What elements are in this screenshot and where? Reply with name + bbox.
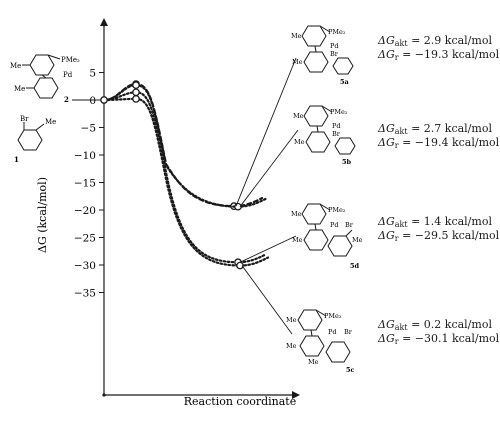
me-text: Me — [352, 236, 363, 244]
y-tick-label: −25 — [74, 233, 96, 245]
leader-5b — [239, 129, 299, 207]
compound-label: 1 — [14, 155, 19, 164]
br-text: Br — [330, 50, 339, 58]
y-tick-label: −20 — [74, 205, 96, 217]
y-tick-label: 0 — [89, 95, 96, 107]
compound-label: 5b — [342, 158, 352, 166]
y-tick-label: −30 — [74, 260, 96, 272]
compound-label: 5d — [350, 262, 360, 270]
br-text: Br — [332, 130, 341, 138]
x-axis-arrow — [292, 391, 300, 399]
pd-text: Pd — [330, 221, 339, 229]
compound-label: 2 — [64, 95, 69, 104]
leader-5c — [241, 265, 293, 335]
reactant-arylbromide-structure: Br Me 1 — [14, 115, 56, 164]
annotation-5d: ΔGakt = 1.4 kcal/mol ΔGr = −29.5 kcal/mo… — [378, 215, 500, 243]
product-marker-5c — [236, 261, 244, 270]
pd-text: Pd — [330, 42, 339, 50]
ts-marker-5c — [132, 95, 140, 103]
ts-marker-5d — [132, 88, 140, 97]
me-text: Me — [294, 138, 305, 146]
br-text: Br — [345, 221, 354, 229]
curve-5b — [102, 84, 268, 208]
pme2-text: PMe₂ — [324, 312, 342, 320]
annotation-5a: ΔGakt = 2.9 kcal/mol ΔGr = −19.3 kcal/mo… — [378, 34, 500, 62]
leader-5d — [239, 235, 297, 263]
me-text: Me — [10, 62, 21, 70]
compound-label: 5a — [340, 78, 350, 86]
reactant-pd-complex-structure: PMe₂ Pd Me Me 2 — [10, 54, 80, 104]
br-text: Br — [20, 115, 29, 123]
reactant-marker — [100, 96, 108, 104]
pme2-text: PMe₂ — [330, 108, 348, 116]
compound-label: 5c — [346, 366, 355, 374]
pd-text: Pd — [332, 122, 341, 130]
br-text: Br — [344, 328, 353, 336]
product-5c-structure: PMe₂ Pd Br Me Me Me 5c — [286, 309, 355, 374]
leader-5a — [235, 57, 297, 207]
annotation-5b: ΔGakt = 2.7 kcal/mol ΔGr = −19.4 kcal/mo… — [378, 122, 500, 150]
pd-text: Pd — [328, 328, 337, 336]
leader-lines — [235, 57, 299, 335]
x-axis-label: Reaction coordinate — [184, 395, 296, 408]
me-text: Me — [292, 236, 303, 244]
axes: 5 0 −5 −10 −15 −20 −25 −30 −35 — [72, 18, 300, 399]
me-text: Me — [292, 58, 303, 66]
pme2-text: PMe₂ — [328, 206, 346, 214]
annotation-5c: ΔGakt = 0.2 kcal/mol ΔGr = −30.1 kcal/mo… — [378, 318, 500, 346]
y-tick-label: −10 — [74, 150, 96, 162]
me-text: Me — [45, 118, 56, 126]
y-tick-label: −5 — [81, 123, 96, 135]
me-text: Me — [286, 342, 297, 350]
curve-5c — [102, 97, 270, 267]
me-text: Me — [308, 358, 319, 366]
pme2-text: PMe₂ — [328, 28, 346, 36]
y-axis-label: ΔG (kcal/mol) — [36, 177, 49, 253]
y-tick-label: −35 — [74, 288, 96, 300]
product-5a-structure: PMe₂ Pd Br Me Me 5a — [291, 25, 354, 86]
pme2-text: PMe₂ — [61, 56, 80, 64]
pd-text: Pd — [63, 71, 73, 79]
y-tick-label: −15 — [74, 178, 96, 190]
me-text: Me — [291, 32, 302, 40]
me-text: Me — [14, 85, 25, 93]
origin-dot — [102, 393, 106, 397]
product-5d-structure: PMe₂ Pd Br Me Me Me 5d — [291, 203, 363, 270]
product-5b-structure: PMe₂ Pd Br Me Me 5b — [293, 105, 356, 166]
me-text: Me — [291, 210, 302, 218]
curves — [100, 80, 270, 270]
ts-marker-5b — [132, 81, 140, 90]
me-text: Me — [293, 112, 304, 120]
curve-5d — [102, 91, 268, 264]
y-axis-arrow — [100, 18, 108, 26]
y-tick-label: 5 — [89, 68, 96, 80]
me-text: Me — [286, 316, 297, 324]
